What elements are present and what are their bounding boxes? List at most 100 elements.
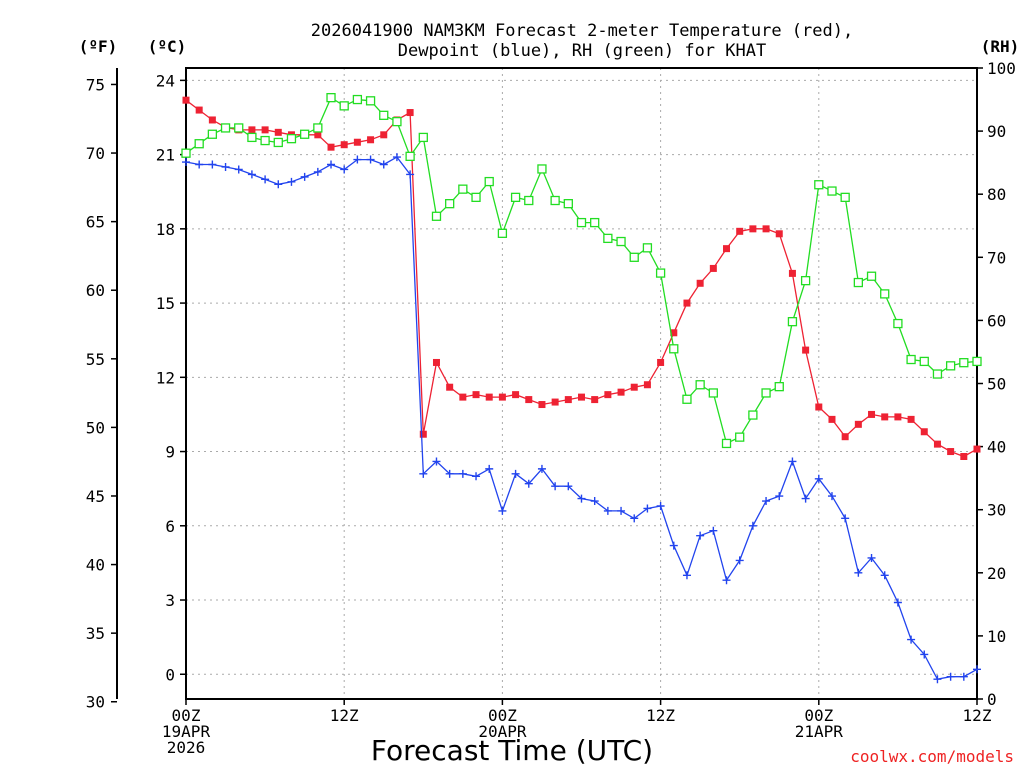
dewpoint-point — [247, 170, 256, 179]
axes: 30 35 40 45 50 55 60 65 70 75 0 3 6 9 12 15 18 21 24 0 10 20 3… — [86, 59, 1016, 757]
dewpoint-point — [195, 160, 204, 169]
relative-humidity-point — [669, 344, 679, 354]
celsius-tick-label: 24 — [156, 71, 175, 90]
temperature-point — [841, 433, 849, 441]
relative-humidity-point — [866, 271, 877, 281]
temperature-point — [736, 227, 744, 235]
temperature-point — [894, 413, 902, 421]
temperature-point — [802, 346, 810, 354]
relative-humidity-point — [814, 180, 824, 190]
x-tick-label: 21APR — [795, 722, 844, 741]
relative-humidity-point — [603, 233, 613, 244]
relative-humidity-point — [220, 123, 231, 133]
temperature-point — [512, 391, 520, 399]
temperature-point — [815, 403, 823, 411]
dewpoint-point — [893, 598, 902, 607]
dewpoint-point — [221, 162, 230, 171]
dewpoint-point — [366, 155, 375, 164]
fahrenheit-tick-label: 60 — [86, 281, 105, 300]
x-tick-label: 2026 — [167, 738, 206, 757]
celsius-tick-label: 18 — [156, 220, 175, 239]
dewpoint-point — [656, 501, 665, 510]
dewpoint-point — [735, 556, 744, 565]
dewpoint-point — [274, 180, 283, 189]
relative-humidity-point — [405, 151, 415, 161]
relative-humidity-point — [972, 356, 982, 367]
x-axis-title: Forecast Time (UTC) — [371, 734, 653, 767]
temperature-point — [788, 269, 796, 277]
relative-humidity-point — [906, 354, 916, 365]
temperature-point — [182, 96, 190, 104]
dewpoint-point — [300, 172, 309, 181]
relative-humidity-point — [919, 356, 929, 367]
temperature-point — [525, 396, 533, 404]
temperature-point — [327, 143, 335, 151]
relative-humidity-point — [932, 369, 943, 379]
relative-humidity-point — [510, 192, 521, 203]
dewpoint-point — [458, 469, 467, 478]
temperature-point — [960, 452, 968, 460]
data-series — [181, 93, 982, 684]
celsius-tick-label: 9 — [165, 443, 175, 462]
rh-tick-label: 10 — [987, 627, 1006, 646]
x-tick-label: 19APR — [162, 722, 211, 741]
temperature-point — [406, 109, 414, 117]
dewpoint-point — [406, 170, 415, 179]
dewpoint-point — [907, 635, 916, 644]
relative-humidity-point — [695, 380, 705, 390]
fahrenheit-tick-label: 55 — [86, 350, 105, 369]
dewpoint-point — [867, 553, 876, 562]
dewpoint-point — [511, 469, 520, 478]
relative-humidity-point — [379, 110, 389, 120]
temperature-point — [604, 391, 612, 399]
temperature-point — [472, 391, 480, 399]
rh-tick-label: 70 — [987, 248, 1006, 267]
relative-humidity-point — [431, 211, 442, 221]
dewpoint-point — [261, 175, 270, 184]
relative-humidity-point — [655, 268, 666, 278]
celsius-tick-label: 6 — [165, 517, 175, 536]
temperature-point — [380, 131, 388, 139]
relative-humidity-point — [234, 123, 244, 133]
relative-humidity-point — [299, 129, 310, 139]
temperature-point — [274, 128, 282, 136]
dewpoint-point — [827, 492, 836, 501]
relative-humidity-point — [339, 101, 349, 111]
x-tick-label: 00Z — [804, 706, 833, 725]
x-tick-label: 20APR — [478, 722, 527, 741]
relative-humidity-point — [207, 129, 218, 139]
relative-humidity-point — [827, 186, 837, 196]
dewpoint-line — [185, 156, 978, 680]
x-tick-label: 00Z — [172, 706, 201, 725]
dewpoint-point — [485, 464, 494, 473]
relative-humidity-point — [471, 192, 481, 203]
x-tick-label: 12Z — [963, 706, 992, 725]
dewpoint-point — [920, 650, 929, 659]
temperature-point — [775, 230, 783, 238]
dewpoint-point — [419, 469, 428, 478]
relative-humidity-point — [682, 394, 692, 404]
dewpoint-point — [432, 457, 441, 466]
relative-humidity-point — [365, 96, 376, 106]
temperature-series — [182, 96, 981, 460]
dewpoint-point — [762, 497, 771, 506]
rh-axis-label: (RH) — [981, 37, 1020, 56]
celsius-tick-label: 12 — [156, 368, 175, 387]
rh-tick-label: 80 — [987, 185, 1006, 204]
dewpoint-point — [590, 497, 599, 506]
fahrenheit-tick-label: 65 — [86, 213, 105, 232]
temperature-point — [446, 383, 454, 391]
relative-humidity-point — [537, 164, 547, 174]
relative-humidity-point — [563, 199, 573, 209]
dewpoint-point — [973, 665, 981, 674]
relative-humidity-point — [800, 275, 811, 286]
relative-humidity-point — [273, 137, 283, 148]
dewpoint-point — [841, 514, 850, 523]
dewpoint-point — [748, 521, 757, 530]
fahrenheit-tick-label: 30 — [86, 693, 105, 712]
relative-humidity-point — [326, 93, 336, 103]
fahrenheit-tick-label: 40 — [86, 556, 105, 575]
temperature-point — [643, 381, 651, 389]
temperature-point — [657, 358, 665, 366]
